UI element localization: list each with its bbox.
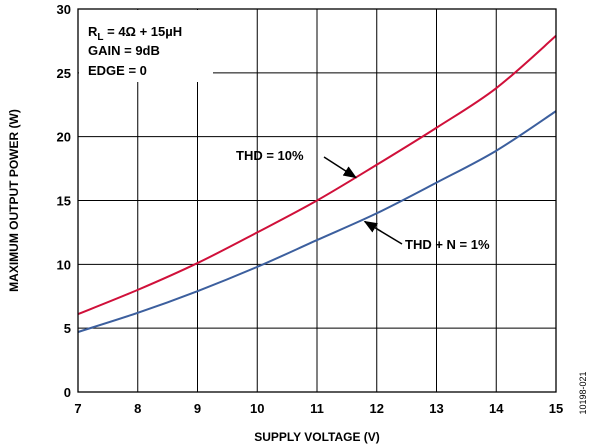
conditions-gain: GAIN = 9dB <box>88 43 160 58</box>
conditions-box <box>79 10 213 82</box>
annotations: THD = 10% THD + N = 1% <box>236 148 490 252</box>
conditions-load-subscript: L <box>97 32 103 43</box>
x-axis-title: SUPPLY VOLTAGE (V) <box>254 430 380 444</box>
y-tick-label: 0 <box>64 385 71 400</box>
annotation-thd-n-1-arrow <box>363 220 403 245</box>
x-tick-label: 14 <box>489 401 504 416</box>
y-tick-label: 25 <box>57 66 71 81</box>
conditions-load: RL = 4Ω + 15µH <box>88 24 182 43</box>
y-tick-label: 20 <box>57 130 71 145</box>
x-tick-label: 7 <box>74 401 81 416</box>
series-thd-n-1-line <box>77 110 557 333</box>
x-tick-label: 11 <box>310 401 324 416</box>
annotation-thd-10-arrow <box>323 156 357 179</box>
x-tick-label: 9 <box>194 401 201 416</box>
x-tick-label: 12 <box>370 401 384 416</box>
annotation-thd-n-1: THD + N = 1% <box>405 237 490 252</box>
x-tick-labels: 7 8 9 10 11 12 13 14 15 <box>74 401 563 416</box>
y-tick-label: 10 <box>57 257 71 272</box>
y-tick-label: 30 <box>57 2 71 17</box>
y-tick-label: 5 <box>64 321 71 336</box>
x-tick-label: 8 <box>134 401 141 416</box>
series-lines <box>77 35 557 333</box>
x-tick-label: 10 <box>250 401 264 416</box>
y-tick-label: 15 <box>57 194 71 209</box>
y-axis-title: MAXIMUM OUTPUT POWER (W) <box>7 109 21 292</box>
conditions-load-value: = 4Ω + 15µH <box>104 24 183 39</box>
figure-id: 10198-021 <box>578 371 588 414</box>
series-thd-10-line <box>77 35 557 316</box>
conditions-edge: EDGE = 0 <box>88 63 147 78</box>
annotation-thd-10: THD = 10% <box>236 148 304 163</box>
plot-frame <box>77 8 557 393</box>
y-tick-labels: 0 5 10 15 20 25 30 <box>57 2 71 400</box>
x-tick-label: 15 <box>549 401 563 416</box>
conditions-load-symbol: R <box>88 24 98 39</box>
x-tick-label: 13 <box>429 401 443 416</box>
